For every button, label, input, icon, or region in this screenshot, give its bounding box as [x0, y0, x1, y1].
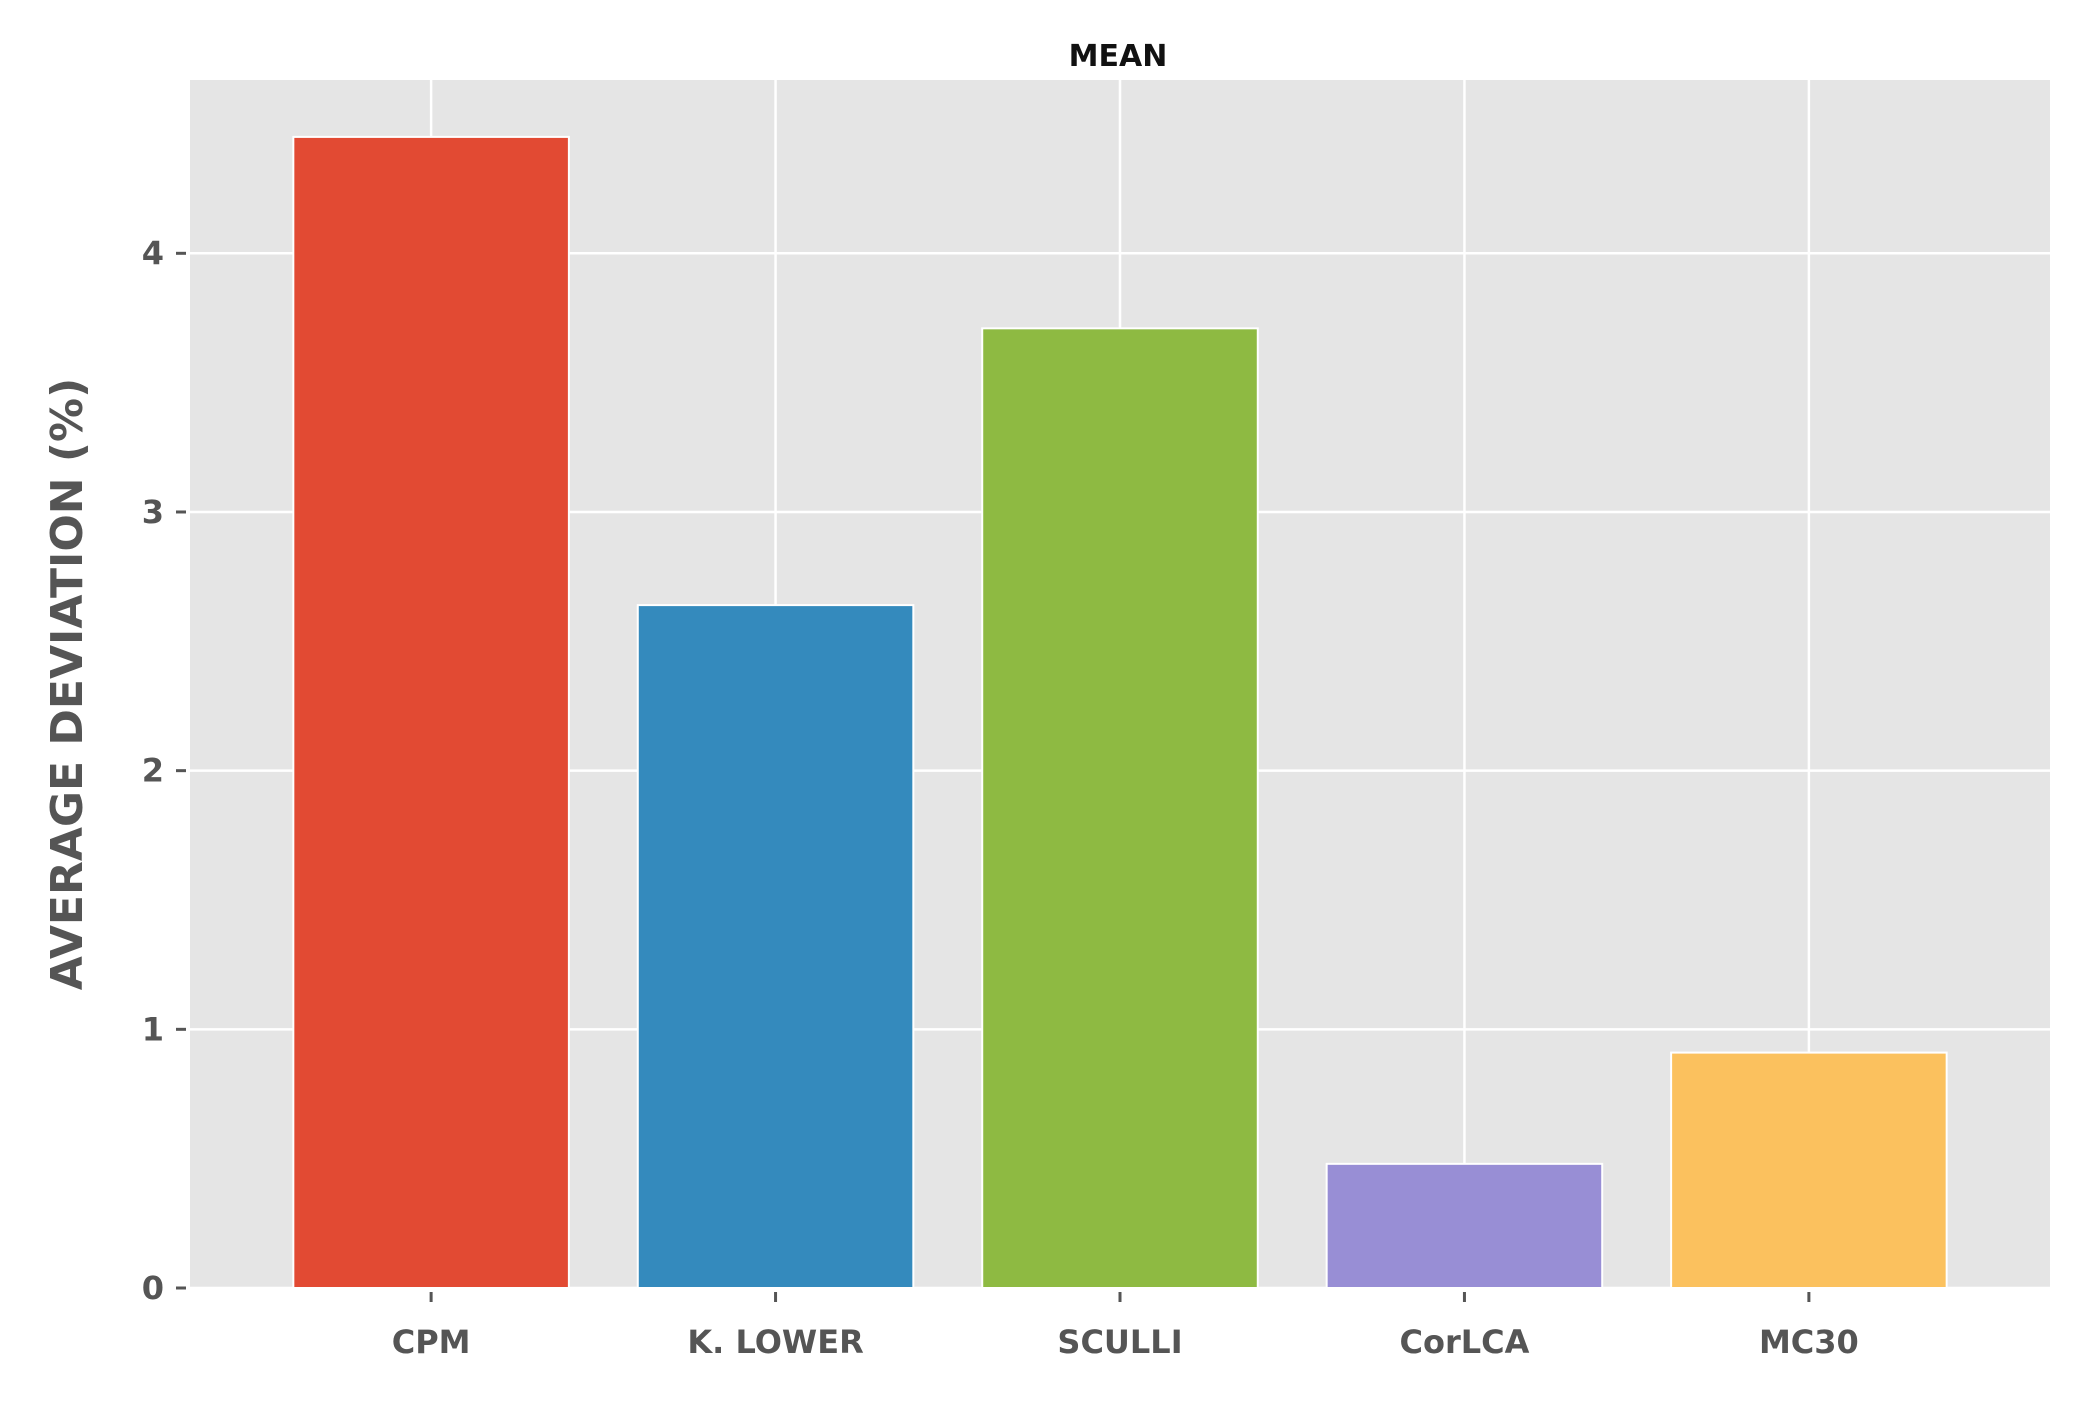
x-tick-label: CorLCA	[1399, 1323, 1529, 1361]
x-axis: CPM K. LOWER SCULLI CorLCA MC30	[392, 1292, 1859, 1361]
x-tick-label: K. LOWER	[687, 1323, 863, 1361]
bar-k-lower	[636, 604, 915, 1289]
chart-title: MEAN	[1069, 39, 1168, 74]
x-tick-label: MC30	[1759, 1323, 1859, 1361]
bar-corlca	[1325, 1162, 1604, 1290]
y-tick-label: 1	[142, 1010, 164, 1048]
bar-cpm	[292, 135, 570, 1289]
y-tick-label: 4	[142, 234, 164, 272]
y-axis-label: AVERAGE DEVIATION (%)	[42, 378, 93, 990]
x-tick-label: CPM	[392, 1323, 471, 1361]
x-tick-label: SCULLI	[1057, 1323, 1182, 1361]
bar-mc30	[1670, 1051, 1948, 1290]
y-tick-label: 3	[142, 493, 164, 531]
bar-sculli	[981, 327, 1259, 1289]
y-tick-label: 0	[142, 1269, 164, 1307]
y-tick-label: 2	[142, 752, 164, 790]
y-axis: 0 1 2 3 4	[142, 234, 186, 1307]
bars	[292, 135, 1948, 1290]
